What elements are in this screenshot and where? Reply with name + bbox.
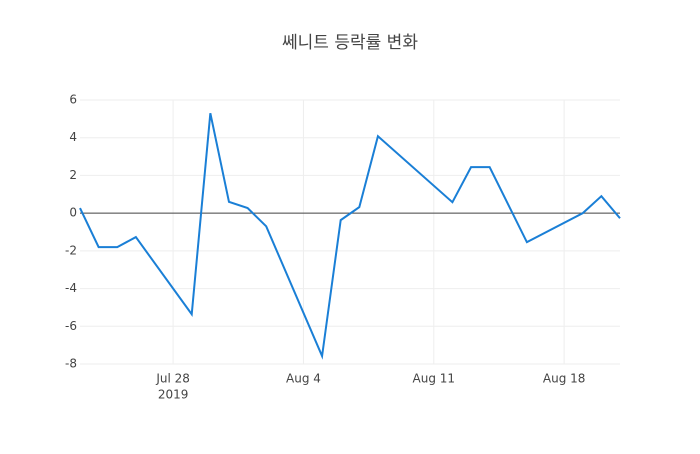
y-tick-label: 6 bbox=[69, 93, 77, 107]
y-tick-label: 2 bbox=[69, 168, 77, 182]
x-tick-label: Aug 4 bbox=[286, 372, 321, 386]
y-tick-label: 0 bbox=[69, 206, 77, 220]
y-tick-label: -6 bbox=[65, 319, 77, 333]
y-tick-label: -8 bbox=[65, 357, 77, 371]
y-tick-label: 4 bbox=[69, 130, 77, 144]
x-tick-year: 2019 bbox=[158, 388, 189, 402]
chart-title: 쎄니트 등락률 변화 bbox=[282, 33, 418, 53]
y-tick-label: -4 bbox=[65, 281, 77, 295]
x-tick-label: Jul 28 bbox=[155, 372, 190, 386]
x-tick-label: Aug 18 bbox=[543, 372, 586, 386]
y-tick-label: -2 bbox=[65, 243, 77, 257]
x-tick-label: Aug 11 bbox=[413, 372, 456, 386]
line-series bbox=[79, 112, 621, 360]
